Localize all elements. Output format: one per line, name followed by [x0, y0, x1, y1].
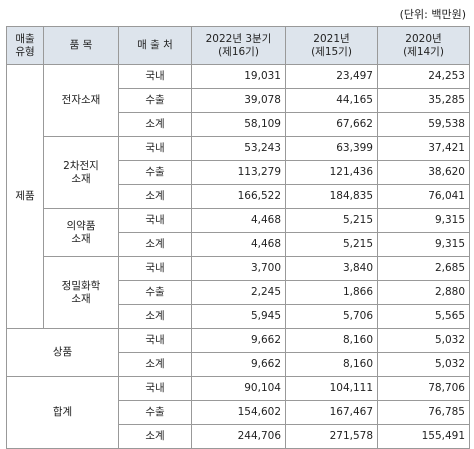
value-cell: 5,945 — [191, 304, 286, 329]
table-row: 제품 전자소재 국내 19,031 23,497 24,253 — [6, 64, 470, 329]
table-row: 소계 58,109 67,662 59,538 — [7, 112, 470, 137]
value-cell: 5,032 — [377, 352, 470, 377]
dest-cell: 국내 — [118, 208, 192, 233]
value-cell: 63,399 — [285, 136, 378, 161]
value-cell: 184,835 — [285, 184, 378, 209]
value-cell: 166,522 — [191, 184, 286, 209]
value-cell: 1,866 — [285, 280, 378, 305]
value-cell: 53,243 — [191, 136, 286, 161]
value-cell: 2,245 — [191, 280, 286, 305]
value-cell: 5,565 — [377, 304, 470, 329]
dest-cell: 소계 — [118, 304, 192, 329]
value-cell: 76,041 — [377, 184, 470, 209]
value-cell: 78,706 — [377, 376, 470, 401]
value-cell: 19,031 — [191, 64, 286, 89]
value-cell: 44,165 — [285, 88, 378, 113]
dest-cell: 소계 — [118, 184, 192, 209]
value-cell: 39,078 — [191, 88, 286, 113]
dest-cell: 수출 — [118, 88, 192, 113]
dest-cell: 국내 — [118, 376, 192, 401]
table-row: 정밀화학 소재 국내 3,700 3,840 2,685 — [7, 256, 470, 329]
value-cell: 121,436 — [285, 160, 378, 185]
value-cell: 58,109 — [191, 112, 286, 137]
dest-cell: 국내 — [118, 64, 192, 89]
merged-group-cell: 합계 — [6, 376, 119, 449]
value-cell: 76,785 — [377, 400, 470, 425]
value-cell: 155,491 — [377, 424, 470, 449]
value-cell: 5,032 — [377, 328, 470, 353]
table-row: 의약품 소재 국내 4,468 5,215 9,315 — [7, 208, 470, 257]
sales-table: 매출 유형 품 목 매 출 처 2022년 3분기 (제16기) 2021년 (… — [6, 26, 470, 449]
value-cell: 90,104 — [191, 376, 286, 401]
table-row: 소계 166,522 184,835 76,041 — [7, 184, 470, 209]
value-cell: 35,285 — [377, 88, 470, 113]
value-cell: 38,620 — [377, 160, 470, 185]
value-cell: 4,468 — [191, 208, 286, 233]
value-cell: 5,215 — [285, 232, 378, 257]
dest-cell: 국내 — [118, 256, 192, 281]
value-cell: 2,685 — [377, 256, 470, 281]
header-type: 매출 유형 — [6, 26, 44, 65]
table-row: 소계 244,706 271,578 155,491 — [7, 424, 470, 449]
dest-cell: 수출 — [118, 280, 192, 305]
value-cell: 113,279 — [191, 160, 286, 185]
item-cell: 의약품 소재 — [43, 208, 119, 257]
dest-cell: 수출 — [118, 160, 192, 185]
value-cell: 59,538 — [377, 112, 470, 137]
value-cell: 5,706 — [285, 304, 378, 329]
table-row: 소계 4,468 5,215 9,315 — [7, 232, 470, 257]
table-row: 소계 5,945 5,706 5,565 — [7, 304, 470, 329]
dest-cell: 소계 — [118, 352, 192, 377]
value-cell: 4,468 — [191, 232, 286, 257]
value-cell: 23,497 — [285, 64, 378, 89]
value-cell: 9,662 — [191, 352, 286, 377]
value-cell: 8,160 — [285, 352, 378, 377]
table-row: 소계 9,662 8,160 5,032 — [7, 352, 470, 377]
header-item: 품 목 — [43, 26, 119, 65]
unit-label: (단위: 백만원) — [399, 8, 466, 21]
value-cell: 67,662 — [285, 112, 378, 137]
table-row: 수출 39,078 44,165 35,285 — [7, 88, 470, 113]
table-row: 수출 2,245 1,866 2,880 — [7, 280, 470, 305]
value-cell: 37,421 — [377, 136, 470, 161]
value-cell: 24,253 — [377, 64, 470, 89]
header-dest: 매 출 처 — [118, 26, 192, 65]
header-col3: 2020년 (제14기) — [377, 26, 470, 65]
table-row: 수출 113,279 121,436 38,620 — [7, 160, 470, 185]
table-row: 2차전지 소재 국내 53,243 63,399 37,421 — [7, 136, 470, 209]
header-row: 매출 유형 품 목 매 출 처 2022년 3분기 (제16기) 2021년 (… — [6, 26, 470, 65]
value-cell: 8,160 — [285, 328, 378, 353]
table-row: 합계 국내 90,104 104,111 78,706 — [6, 376, 470, 449]
dest-cell: 수출 — [118, 400, 192, 425]
item-cell: 전자소재 — [43, 64, 119, 137]
value-cell: 167,467 — [285, 400, 378, 425]
value-cell: 3,700 — [191, 256, 286, 281]
merged-group-cell: 상품 — [6, 328, 119, 377]
value-cell: 3,840 — [285, 256, 378, 281]
table-body: 제품 전자소재 국내 19,031 23,497 24,253 수출 39,078 44,165… — [6, 64, 470, 449]
value-cell: 154,602 — [191, 400, 286, 425]
item-cell: 2차전지 소재 — [43, 136, 119, 209]
value-cell: 104,111 — [285, 376, 378, 401]
table-row: 상품 국내 9,662 8,160 5,032 — [6, 328, 470, 377]
dest-cell: 소계 — [118, 232, 192, 257]
value-cell: 9,315 — [377, 208, 470, 233]
value-cell: 2,880 — [377, 280, 470, 305]
dest-cell: 국내 — [118, 328, 192, 353]
dest-cell: 소계 — [118, 112, 192, 137]
header-col1: 2022년 3분기 (제16기) — [191, 26, 286, 65]
dest-cell: 소계 — [118, 424, 192, 449]
value-cell: 9,662 — [191, 328, 286, 353]
value-cell: 5,215 — [285, 208, 378, 233]
value-cell: 9,315 — [377, 232, 470, 257]
type-cell: 제품 — [6, 64, 44, 329]
value-cell: 244,706 — [191, 424, 286, 449]
value-cell: 271,578 — [285, 424, 378, 449]
item-cell: 정밀화학 소재 — [43, 256, 119, 329]
header-col2: 2021년 (제15기) — [285, 26, 378, 65]
dest-cell: 국내 — [118, 136, 192, 161]
